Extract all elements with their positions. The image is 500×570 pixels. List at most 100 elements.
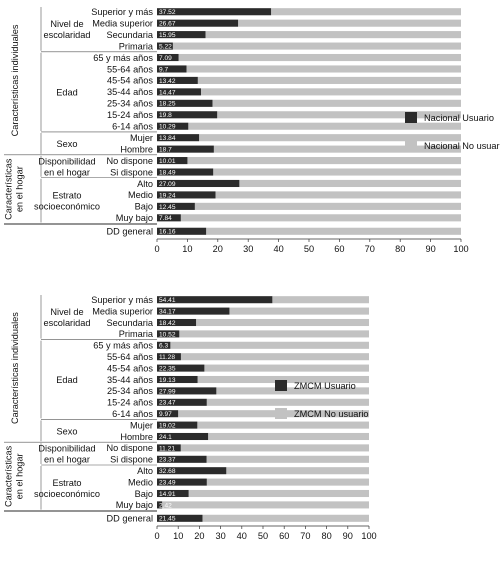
category-label: Secundaria	[107, 318, 154, 328]
x-tick-label: 90	[343, 531, 353, 541]
bar-no-usuario	[239, 179, 461, 188]
bar-usuario	[157, 307, 230, 315]
x-tick-label: 40	[273, 244, 283, 254]
bar-no-usuario	[213, 145, 461, 153]
category-label: 65 y más años	[93, 53, 153, 63]
group-label-nivel-de-escolaridad: escolaridad	[44, 318, 91, 328]
legend-label-zmcm-no-usuario: ZMCM No usuario	[294, 409, 369, 419]
section-label-caracteristicas-en-el-hogar: Características	[4, 158, 14, 220]
bar-no-usuario	[187, 157, 461, 165]
bar-usuario	[157, 42, 173, 50]
bar-no-usuario	[208, 432, 369, 441]
bar-no-usuario	[205, 31, 461, 39]
bar-usuario	[157, 318, 197, 327]
value-label: 19.13	[159, 377, 176, 384]
bar-usuario	[157, 191, 216, 199]
category-label: 55-64 años	[107, 64, 153, 74]
bar-no-usuario	[186, 65, 461, 73]
value-label: 10.01	[159, 158, 176, 165]
value-label: 16.16	[159, 229, 176, 236]
legend-label-nacional-no-usuario: Nacional No usuario	[424, 141, 500, 151]
value-label: 37.52	[159, 9, 176, 16]
value-label: 32.68	[159, 468, 176, 475]
x-tick-label: 50	[304, 244, 314, 254]
bar-usuario	[157, 53, 179, 62]
bar-no-usuario	[206, 455, 369, 463]
value-label: 19.8	[159, 112, 172, 119]
bar-usuario	[157, 296, 273, 304]
bar-usuario	[157, 157, 188, 165]
value-label: 6.3	[159, 343, 168, 350]
category-label: 35-44 años	[107, 87, 153, 97]
x-tick-label: 40	[237, 531, 247, 541]
bar-usuario	[157, 214, 181, 222]
value-label: 26.67	[159, 21, 176, 28]
section-label-caracteristicas-en-el-hogar: Características	[4, 445, 14, 507]
legend-label-nacional-usuario: Nacional Usuario	[424, 113, 494, 123]
bar-no-usuario	[170, 341, 369, 349]
value-label: 27.09	[159, 181, 176, 188]
value-label: 2.42	[159, 502, 172, 509]
bar-no-usuario	[238, 19, 461, 27]
bar-usuario	[157, 88, 201, 96]
x-tick-label: 20	[194, 531, 204, 541]
group-label-edad: Edad	[56, 375, 77, 385]
group-label-disponibilidad-en-el-hogar: Disponibilidad	[38, 444, 95, 454]
section-label-caracteristicas-en-el-hogar: en el hogar	[15, 166, 25, 212]
value-label: 15.95	[159, 32, 176, 39]
group-label-estrato-socioeconomico: Estrato	[52, 478, 81, 488]
category-label: Hombre	[120, 432, 153, 442]
chart-panel-1: Superior y más 37.52 Media superior 26.67 Se…	[4, 7, 500, 254]
bar-usuario	[157, 111, 218, 119]
value-label: 11.28	[159, 354, 175, 361]
category-label: 45-54 años	[107, 363, 153, 373]
category-label: Secundaria	[107, 30, 154, 40]
group-label-sexo: Sexo	[57, 426, 78, 436]
x-tick-label: 10	[173, 531, 183, 541]
group-label-nivel-de-escolaridad: Nivel de	[50, 307, 83, 317]
bar-usuario	[157, 145, 214, 153]
x-tick-label: 0	[154, 244, 159, 254]
bar-usuario	[157, 364, 205, 372]
bar-usuario	[157, 375, 198, 384]
x-tick-label: 70	[300, 531, 310, 541]
bar-no-usuario	[197, 421, 369, 429]
bar-no-usuario	[226, 467, 369, 475]
group-label-disponibilidad-en-el-hogar: en el hogar	[44, 167, 90, 177]
value-label: 7.09	[159, 55, 172, 62]
bar-no-usuario	[206, 478, 369, 486]
bar-usuario	[157, 122, 189, 130]
value-label: 7.84	[159, 215, 172, 222]
bar-no-usuario	[271, 8, 461, 16]
value-label: 18.49	[159, 169, 176, 176]
value-label: 21.45	[159, 516, 176, 523]
legend-swatch-zmcm-no-usuario	[275, 408, 287, 419]
value-label: 12.45	[159, 204, 176, 211]
value-label: 24.1	[159, 434, 172, 441]
bar-usuario	[157, 330, 180, 338]
category-label: 15-24 años	[107, 398, 153, 408]
category-label: 45-54 años	[107, 76, 153, 86]
value-label: 18.7	[159, 147, 172, 154]
x-tick-label: 60	[279, 531, 289, 541]
category-label: Alto	[137, 179, 153, 189]
category-label: Mujer	[130, 133, 153, 143]
value-label: 54.41	[159, 297, 176, 304]
category-label: Mujer	[130, 420, 153, 430]
x-tick-label: 30	[243, 244, 253, 254]
value-label: 13.42	[159, 78, 176, 85]
bar-usuario	[157, 134, 200, 142]
bar-no-usuario	[212, 99, 461, 107]
bar-no-usuario	[180, 353, 369, 361]
legend-swatch-zmcm-usuario	[275, 380, 287, 391]
x-tick-label: 80	[395, 244, 405, 254]
category-label: 15-24 años	[107, 110, 153, 120]
x-tick-label: 20	[213, 244, 223, 254]
bar-usuario	[157, 31, 206, 39]
value-label: 9.97	[159, 411, 172, 418]
bar-no-usuario	[200, 88, 461, 96]
category-label: 55-64 años	[107, 352, 153, 362]
bar-no-usuario	[272, 296, 369, 304]
value-label: 10.52	[159, 331, 176, 338]
category-label: DD general	[107, 227, 153, 237]
